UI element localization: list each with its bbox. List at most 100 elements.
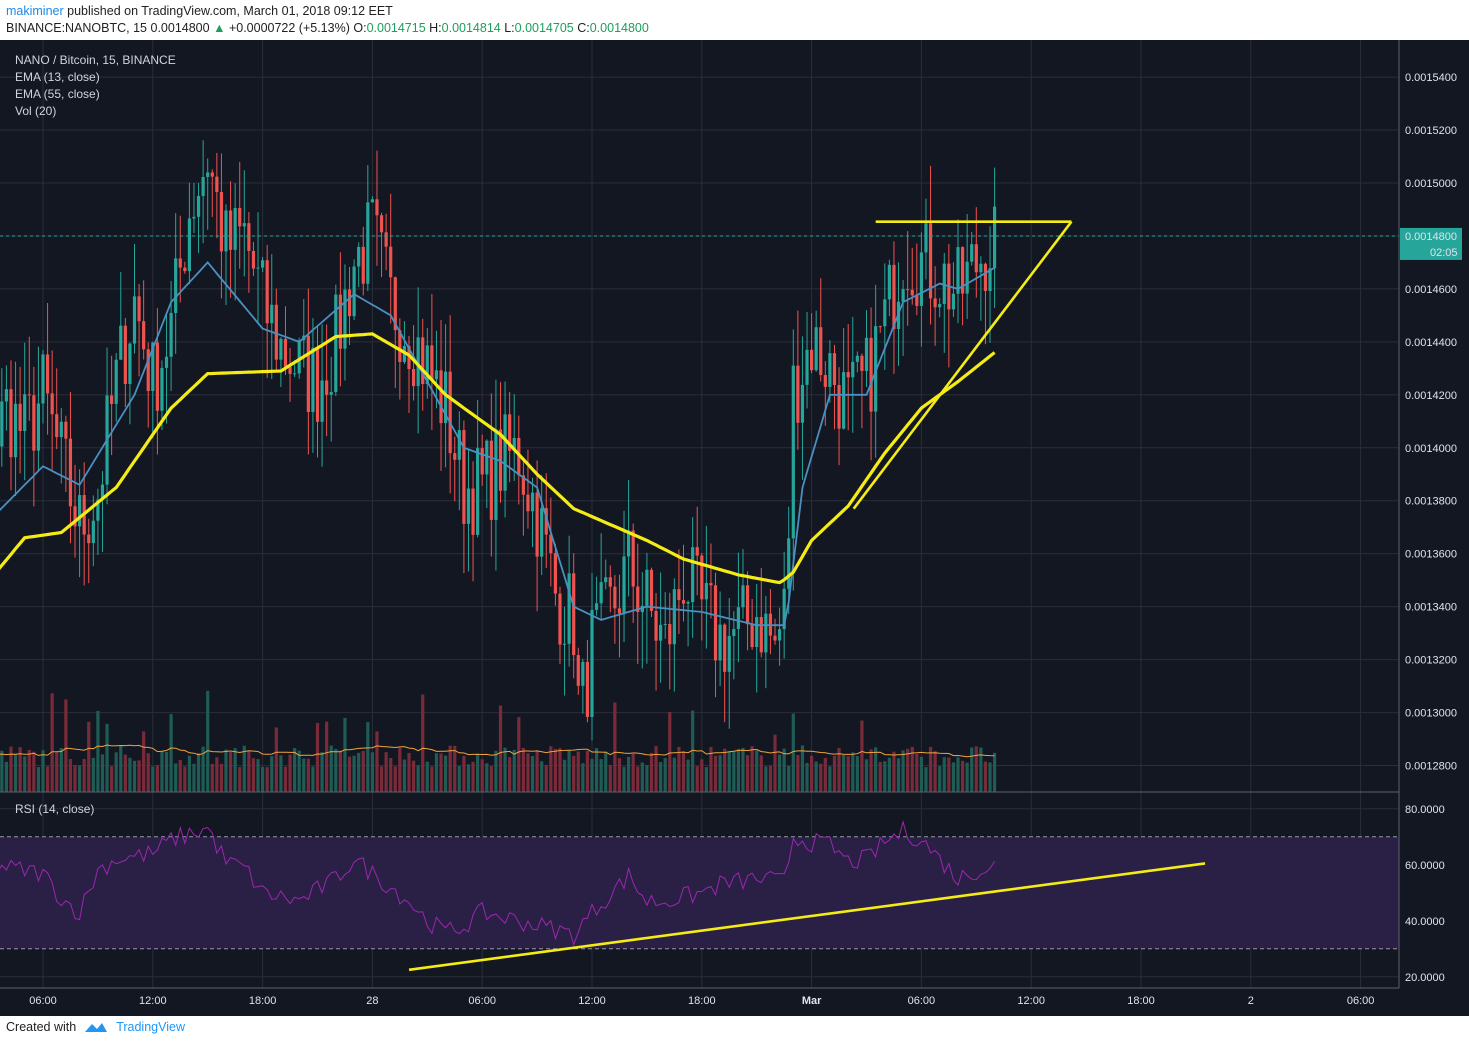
price-chart[interactable]: 0.00154000.00152000.00150000.00148000.00…	[0, 40, 1469, 1016]
volume-bar	[645, 764, 649, 792]
candle	[261, 260, 265, 268]
candle	[256, 267, 260, 269]
volume-bar	[439, 753, 443, 792]
candle	[466, 488, 471, 524]
rsi-axis[interactable]: 80.0000 60.0000 40.0000 20.0000	[1405, 804, 1445, 984]
candle	[293, 373, 297, 375]
candle	[832, 353, 837, 386]
price-tick: 0.0015000	[1405, 178, 1457, 190]
volume-bar	[379, 766, 384, 792]
candle	[540, 508, 544, 557]
volume-bar	[736, 748, 740, 792]
volume-bar	[242, 745, 246, 792]
candle	[434, 370, 439, 380]
volume-bar	[343, 717, 347, 792]
candle	[421, 337, 425, 385]
volume-bar	[887, 757, 891, 792]
candle	[425, 345, 429, 385]
candle	[883, 299, 887, 327]
candle	[851, 361, 855, 378]
volume-bar	[663, 758, 667, 792]
volume-bar	[279, 755, 283, 792]
legend-volume[interactable]: Vol (20)	[15, 104, 56, 118]
price-tick: 0.0014400	[1405, 337, 1457, 349]
candle	[970, 244, 974, 262]
tradingview-logo-icon	[85, 1023, 108, 1032]
candle	[590, 609, 594, 717]
volume-bar	[910, 746, 914, 792]
candle	[773, 635, 777, 641]
volume-bar	[485, 763, 489, 792]
time-tick: Mar	[802, 995, 822, 1007]
support-trendline	[852, 220, 1073, 510]
candle	[137, 296, 141, 322]
candle	[398, 330, 402, 363]
legend-rsi[interactable]: RSI (14, close)	[15, 802, 94, 816]
volume-bar	[974, 746, 978, 792]
legend-ema13[interactable]: EMA (13, close)	[15, 70, 100, 84]
volume-bar	[947, 757, 951, 792]
volume-bar	[91, 757, 95, 792]
volume-bar	[370, 752, 374, 792]
volume-bar	[896, 758, 901, 792]
volume-bar	[810, 755, 814, 792]
candle	[183, 267, 187, 272]
candle	[745, 585, 750, 625]
time-tick: 06:00	[468, 995, 496, 1007]
candle	[430, 345, 434, 380]
candle	[169, 312, 173, 357]
volume-bar	[814, 761, 818, 792]
candle	[759, 617, 763, 653]
volume-bar	[512, 749, 516, 792]
candle	[329, 392, 333, 395]
volume-bar	[32, 751, 36, 792]
volume-bar	[796, 755, 800, 792]
author-link[interactable]: makiminer	[6, 4, 64, 18]
volume-bar	[791, 713, 795, 792]
volume-bar	[78, 765, 82, 792]
time-axis[interactable]: 06:00 12:00 18:00 28 06:00 12:00 18:00 Mar 06:00…	[29, 995, 1374, 1007]
ema-55-line	[0, 332, 996, 585]
volume-bar	[238, 767, 242, 792]
volume-bar	[434, 753, 439, 792]
candle	[672, 589, 676, 645]
candle	[370, 199, 374, 203]
volume-bar	[878, 761, 882, 792]
candle	[558, 593, 562, 645]
volume-bar	[183, 766, 187, 792]
rsi-tick: 80.0000	[1405, 804, 1445, 816]
volume-bar	[146, 753, 150, 792]
volume-bar	[73, 765, 77, 792]
candle	[270, 304, 274, 324]
volume-bar	[901, 750, 905, 792]
volume-bar	[457, 766, 461, 792]
volume-bar	[196, 753, 201, 792]
price-tick: 0.0013400	[1405, 602, 1457, 614]
candle	[686, 602, 690, 604]
volume-bar	[906, 748, 910, 792]
volume-bar	[288, 754, 292, 792]
volume-bar	[389, 758, 393, 792]
volume-bar	[677, 746, 681, 792]
volume-bar	[508, 757, 512, 792]
volume-bar	[924, 767, 928, 792]
time-tick: 06:00	[1347, 995, 1375, 1007]
volume-bar	[745, 755, 750, 792]
candle	[723, 624, 727, 672]
candle	[462, 430, 466, 524]
candle	[503, 414, 507, 491]
candle	[448, 371, 452, 454]
price-axis[interactable]: 0.0015400 0.0015200 0.0015000 0.0014800 0.00…	[1405, 72, 1457, 772]
tradingview-brand[interactable]: TradingView	[116, 1020, 185, 1034]
volume-bar	[819, 763, 823, 792]
volume-bar	[325, 721, 329, 792]
candle	[608, 577, 612, 587]
candle	[36, 403, 41, 451]
volume-bar	[13, 754, 18, 792]
volume-bar	[23, 756, 27, 792]
candle	[119, 325, 123, 360]
volume-bar	[27, 749, 31, 792]
legend-ema55[interactable]: EMA (55, close)	[15, 87, 100, 101]
candle	[389, 246, 393, 278]
candle	[306, 335, 310, 413]
